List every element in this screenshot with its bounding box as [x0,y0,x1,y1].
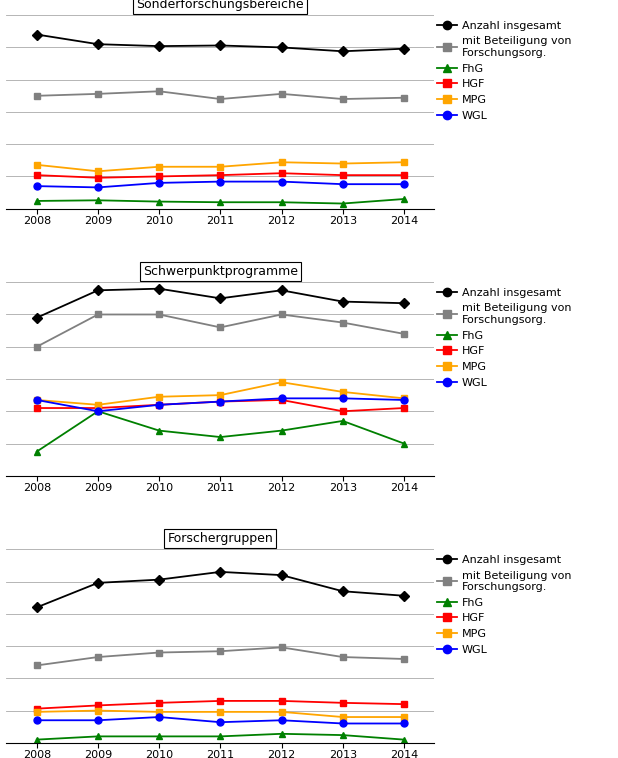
Legend: Anzahl insgesamt, mit Beteiligung von
Forschungsorg., FhG, HGF, MPG, WGL: Anzahl insgesamt, mit Beteiligung von Fo… [438,288,572,388]
Legend: Anzahl insgesamt, mit Beteiligung von
Forschungsorg., FhG, HGF, MPG, WGL: Anzahl insgesamt, mit Beteiligung von Fo… [438,20,572,121]
Legend: Anzahl insgesamt, mit Beteiligung von
Forschungsorg., FhG, HGF, MPG, WGL: Anzahl insgesamt, mit Beteiligung von Fo… [438,555,572,655]
Title: Sonderforschungsbereiche: Sonderforschungsbereiche [137,0,304,11]
Title: Schwerpunktprogramme: Schwerpunktprogramme [143,265,298,278]
Title: Forschergruppen: Forschergruppen [167,532,273,545]
